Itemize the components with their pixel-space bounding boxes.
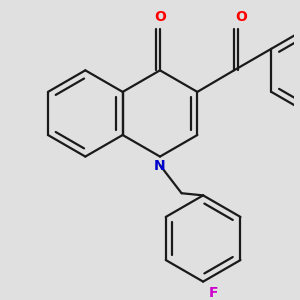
Text: O: O xyxy=(236,10,247,24)
Text: F: F xyxy=(209,286,218,300)
Text: N: N xyxy=(154,159,166,173)
Text: O: O xyxy=(154,10,166,24)
